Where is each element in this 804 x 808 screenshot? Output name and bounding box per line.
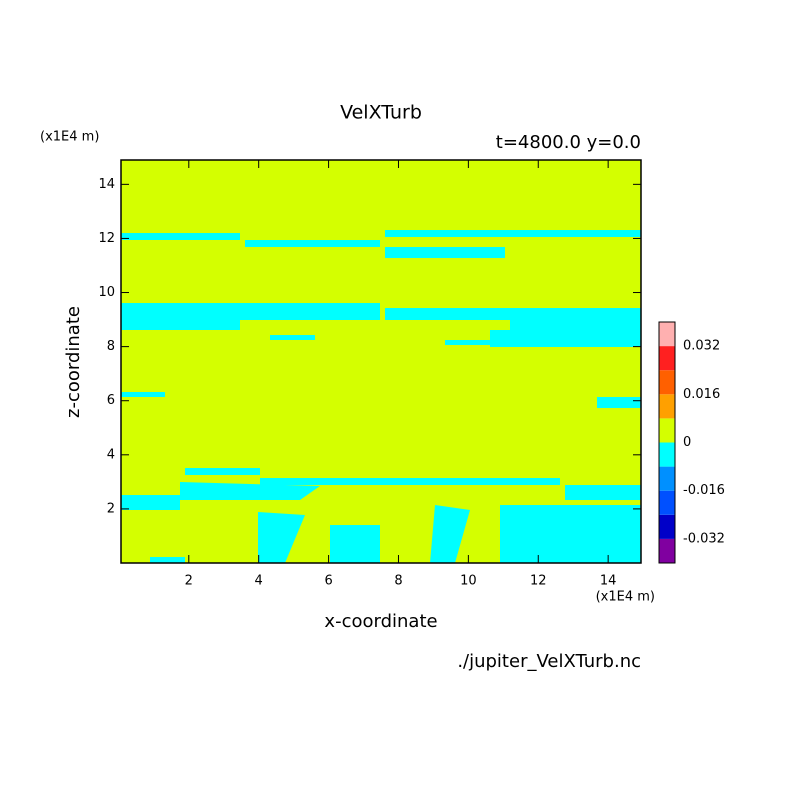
colorbar-tick-label: 0.016 (683, 387, 720, 402)
colorbar-band (659, 514, 675, 539)
colorbar-tick-label: -0.016 (683, 483, 725, 498)
colorbar-tick-label: 0 (683, 435, 691, 450)
y-tick-label: 2 (107, 501, 115, 516)
contour-regions (121, 230, 641, 563)
x-tick-label: 4 (255, 574, 263, 589)
x-tick-label: 10 (460, 574, 477, 589)
y-tick-label: 6 (107, 393, 115, 408)
x-tick-label: 8 (394, 574, 402, 589)
colorbar-band (659, 370, 675, 395)
x-tick-label: 14 (600, 574, 617, 589)
y-tick-label: 4 (107, 447, 115, 462)
colorbar-band (659, 466, 675, 491)
plot-background (121, 160, 641, 563)
colorbar-band (659, 538, 675, 563)
y-tick-label: 12 (98, 231, 115, 246)
colorbar-band (659, 394, 675, 419)
colorbar-band (659, 418, 675, 443)
x-tick-label: 6 (324, 574, 332, 589)
source-file: ./jupiter_VelXTurb.nc (457, 651, 641, 672)
x-axis-label: x-coordinate (324, 611, 437, 632)
y-tick-label: 14 (98, 177, 115, 192)
x-unit: (x1E4 m) (596, 590, 655, 605)
colorbar-tick-label: -0.032 (683, 531, 725, 546)
colorbar-band (659, 442, 675, 467)
x-tick-label: 12 (530, 574, 547, 589)
x-tick-label: 2 (185, 574, 193, 589)
plot-frame (120, 159, 642, 564)
colorbar-frame (658, 321, 676, 564)
y-unit: (x1E4 m) (40, 130, 99, 145)
colorbar-band (659, 490, 675, 515)
chart-title: VelXTurb (340, 102, 422, 124)
colorbar-band (659, 322, 675, 347)
y-tick-label: 8 (107, 339, 115, 354)
y-tick-label: 10 (98, 285, 115, 300)
colorbar-band (659, 346, 675, 371)
subtitle: t=4800.0 y=0.0 (496, 132, 641, 153)
colorbar-tick-label: 0.032 (683, 339, 720, 354)
y-axis-label: z-coordinate (63, 306, 84, 418)
